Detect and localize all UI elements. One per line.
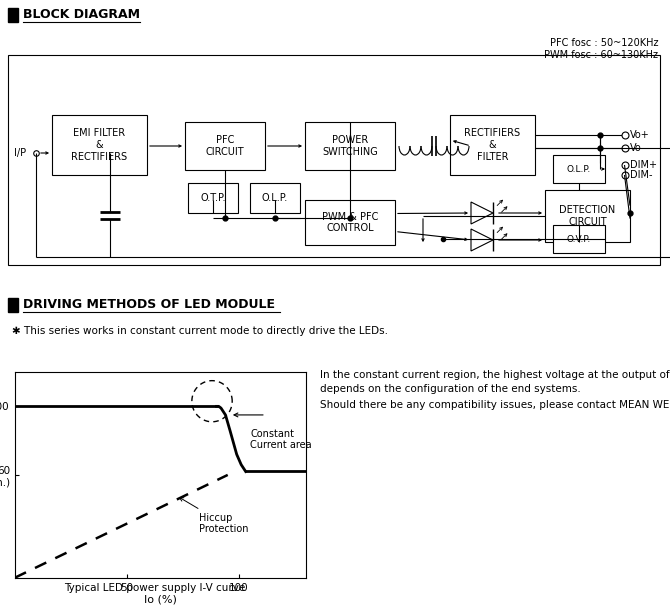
Text: DIM+: DIM+ — [630, 160, 657, 170]
Bar — [553, 155, 605, 183]
Bar — [545, 190, 630, 242]
Bar — [8, 8, 18, 22]
Text: PFC
CIRCUIT: PFC CIRCUIT — [206, 135, 245, 157]
Text: Constant
Current area: Constant Current area — [250, 428, 312, 450]
Text: PWM & PFC
CONTROL: PWM & PFC CONTROL — [322, 212, 378, 234]
Bar — [8, 298, 18, 312]
Text: depends on the configuration of the end systems.: depends on the configuration of the end … — [320, 384, 581, 394]
Bar — [188, 183, 238, 213]
Text: Should there be any compatibility issues, please contact MEAN WELL.: Should there be any compatibility issues… — [320, 400, 670, 410]
Text: ✱ This series works in constant current mode to directly drive the LEDs.: ✱ This series works in constant current … — [12, 326, 388, 336]
Text: BLOCK DIAGRAM: BLOCK DIAGRAM — [23, 8, 140, 22]
Text: O.L.P.: O.L.P. — [262, 193, 288, 203]
Text: EMI FILTER
&
RECTIFIERS: EMI FILTER & RECTIFIERS — [72, 128, 127, 162]
Text: O.T.P.: O.T.P. — [200, 193, 226, 203]
Text: Vo-: Vo- — [630, 143, 645, 153]
Bar — [450, 115, 535, 175]
Bar — [52, 115, 147, 175]
Text: O.L.P.: O.L.P. — [567, 165, 591, 174]
Text: PFC fosc : 50~120KHz
PWM fosc : 60~130KHz: PFC fosc : 50~120KHz PWM fosc : 60~130KH… — [544, 38, 658, 60]
Bar — [305, 122, 395, 170]
Text: DRIVING METHODS OF LED MODULE: DRIVING METHODS OF LED MODULE — [23, 298, 275, 312]
Bar — [553, 225, 605, 253]
Text: Hiccup
Protection: Hiccup Protection — [180, 497, 248, 534]
Bar — [305, 200, 395, 245]
Text: DIM-: DIM- — [630, 170, 653, 180]
Text: In the constant current region, the highest voltage at the output of the driver: In the constant current region, the high… — [320, 370, 670, 380]
Bar — [185, 122, 265, 170]
Text: DETECTION
CIRCUIT: DETECTION CIRCUIT — [559, 205, 616, 227]
Bar — [250, 183, 300, 213]
Text: Typical LED power supply I-V curve: Typical LED power supply I-V curve — [64, 583, 246, 593]
Text: Vo+: Vo+ — [630, 130, 650, 140]
Text: RECTIFIERS
&
FILTER: RECTIFIERS & FILTER — [464, 128, 521, 162]
Text: POWER
SWITCHING: POWER SWITCHING — [322, 135, 378, 157]
X-axis label: Io (%): Io (%) — [144, 594, 177, 604]
Bar — [8, 55, 660, 265]
Text: O.V.P.: O.V.P. — [567, 235, 591, 243]
Text: I/P: I/P — [14, 148, 26, 158]
